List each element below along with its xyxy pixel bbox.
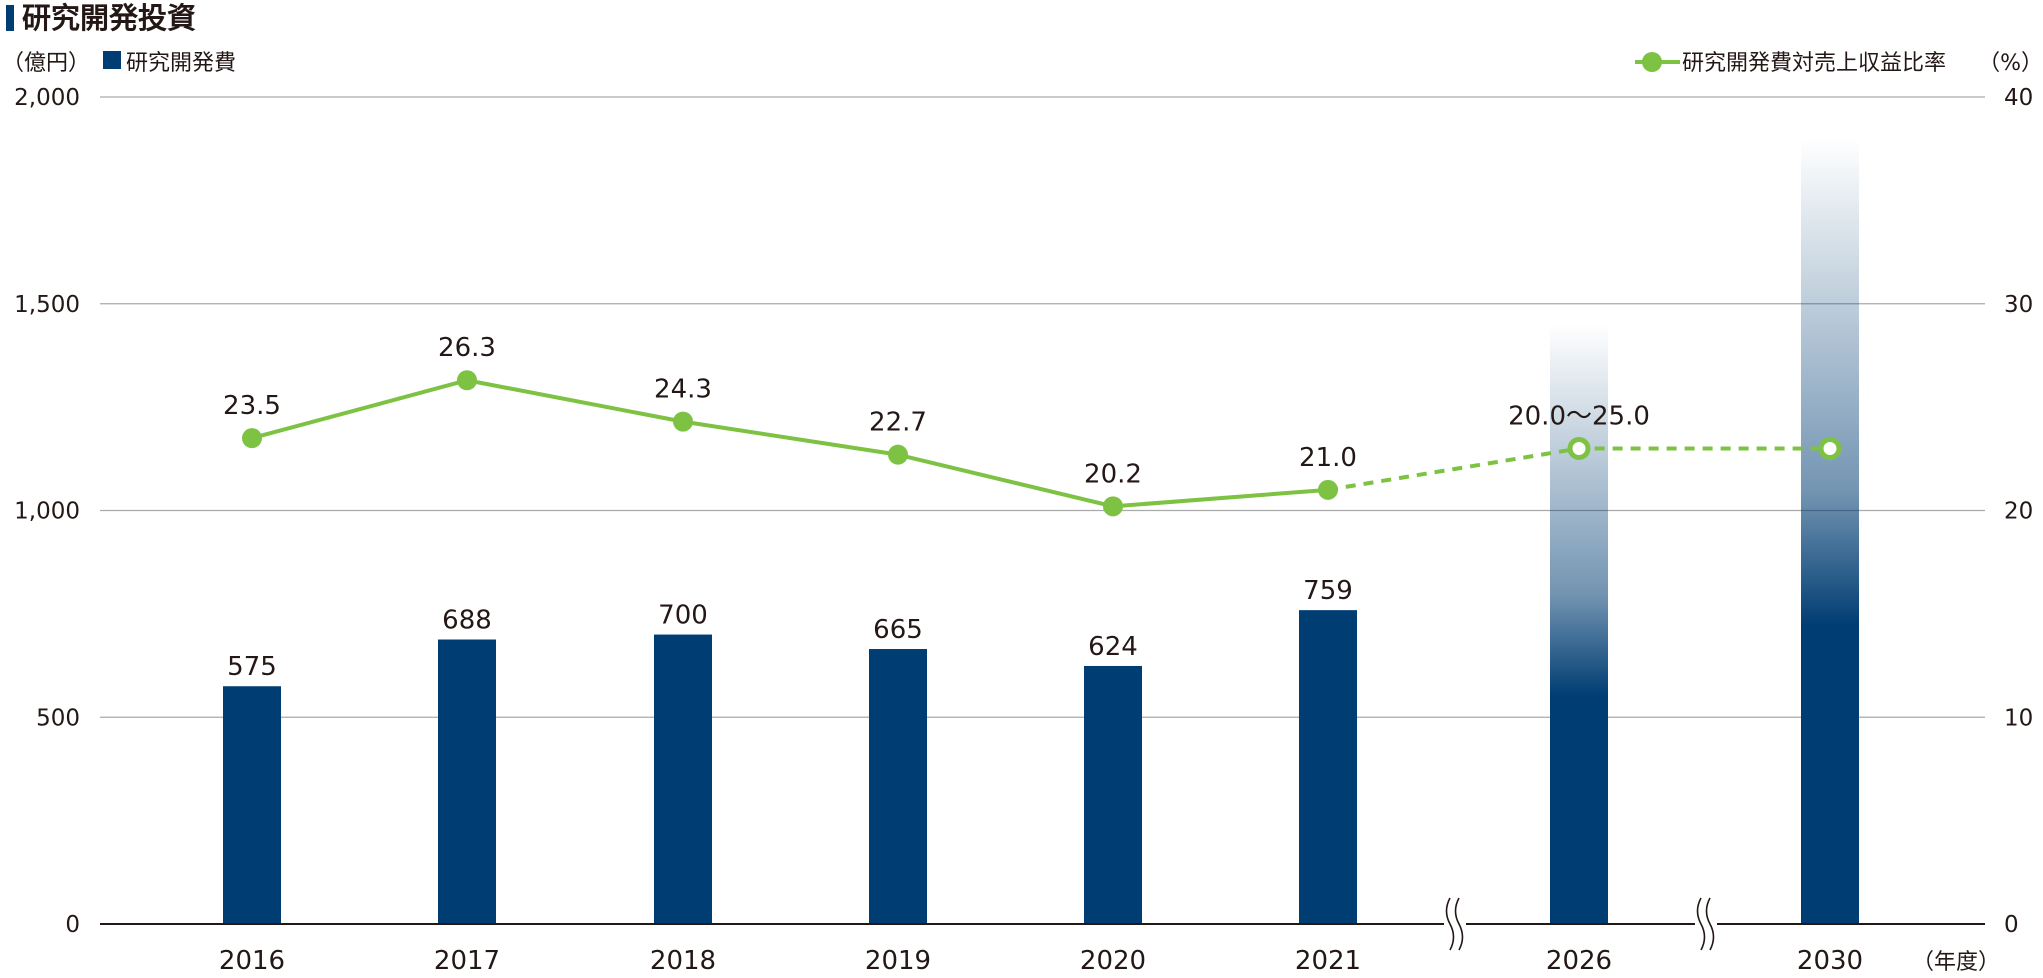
legend-bar-swatch: [103, 51, 121, 69]
axis-break-stroke: [1705, 897, 1715, 951]
bar-2016: [223, 686, 281, 924]
right-tick-label: 0: [2004, 912, 2019, 938]
x-tick-label-2030: 2030: [1797, 946, 1863, 976]
ratio-line: [251, 378, 1329, 509]
ratio-value-label: 26.3: [438, 333, 496, 363]
bar-2019: [869, 649, 927, 924]
left-tick-label: 0: [65, 912, 80, 938]
x-tick-label-2019: 2019: [865, 946, 931, 976]
chart-title: 研究開発投資: [22, 1, 197, 35]
axis-break-mask: [1695, 894, 1717, 954]
ratio-point-2021: [1318, 479, 1338, 500]
left-tick-label: 1,000: [14, 499, 80, 525]
x-tick-label-2021: 2021: [1295, 946, 1361, 976]
bar-2018: [654, 634, 712, 924]
legend-bar-label: 研究開発費: [126, 51, 236, 76]
bar-value-label: 575: [227, 652, 277, 682]
ratio-value-label: 23.5: [223, 391, 281, 421]
x-tick-label-2026: 2026: [1546, 946, 1612, 976]
legend-line-label: 研究開発費対売上収益比率: [1682, 51, 1946, 76]
right-tick-label: 30: [2004, 292, 2033, 318]
bar-value-label: 624: [1088, 632, 1138, 662]
left-axis-unit: （億円）: [2, 51, 90, 76]
x-axis-unit: （年度）: [1912, 950, 2000, 975]
x-tick-label-2018: 2018: [650, 946, 716, 976]
bar-2030-target: [1801, 138, 1859, 925]
left-tick-label: 2,000: [14, 85, 80, 111]
right-axis-unit: （%）: [1978, 51, 2043, 76]
ratio-point-2030: [1818, 436, 1842, 460]
ratio-point-2020: [1103, 496, 1123, 517]
legend-layer: 研究開発費 研究開発費対売上収益比率: [103, 51, 1946, 76]
ratio-value-label: 24.3: [654, 375, 712, 405]
bar-value-label: 665: [873, 615, 923, 645]
ratio-point-2016: [242, 428, 262, 449]
right-tick-label: 10: [2004, 705, 2033, 731]
x-tick-label-2017: 2017: [434, 946, 500, 976]
axis-break-mark: [1695, 894, 1717, 954]
bar-2026-target: [1550, 324, 1608, 924]
grid-layer: [100, 96, 1985, 718]
bar-value-label: 759: [1303, 576, 1353, 606]
legend-line-marker: [1642, 52, 1662, 72]
ratio-value-label: 20.0〜25.0: [1508, 401, 1650, 431]
axis-layer: 0 0 500 10 1,000 20 1,500 30 2,000 40 （億円） （%） （年度）: [2, 51, 2043, 975]
right-tick-label: 40: [2004, 85, 2033, 111]
ratio-value-label: 22.7: [869, 408, 927, 438]
axis-break-stroke: [1454, 897, 1464, 951]
ratio-value-label: 20.2: [1084, 459, 1142, 489]
right-tick-label: 20: [2004, 499, 2033, 525]
bar-layer: [223, 138, 1859, 925]
ratio-point-2017: [457, 370, 477, 391]
bar-2021: [1299, 610, 1357, 924]
axis-break-stroke: [1696, 897, 1706, 951]
label-layer: 575 688 700 665 624 759 2016 2017 2018 2019 2020 20…: [219, 333, 1863, 976]
ratio-point-2019: [888, 444, 908, 465]
left-tick-label: 1,500: [14, 292, 80, 318]
axis-break-mask: [1444, 894, 1466, 954]
axis-break-mark: [1444, 894, 1466, 954]
bar-value-label: 688: [442, 606, 492, 636]
x-tick-label-2016: 2016: [219, 946, 285, 976]
title-marker: [6, 5, 14, 31]
bar-2017: [438, 639, 496, 924]
bar-value-label: 700: [658, 601, 708, 631]
x-tick-label-2020: 2020: [1080, 946, 1146, 976]
line-layer: [242, 370, 1842, 517]
axis-break-stroke: [1445, 897, 1455, 951]
ratio-point-2018: [673, 411, 693, 432]
bar-2020: [1084, 665, 1142, 924]
left-tick-label: 500: [36, 705, 80, 731]
ratio-point-2026: [1567, 436, 1591, 460]
ratio-value-label: 21.0: [1299, 443, 1357, 473]
